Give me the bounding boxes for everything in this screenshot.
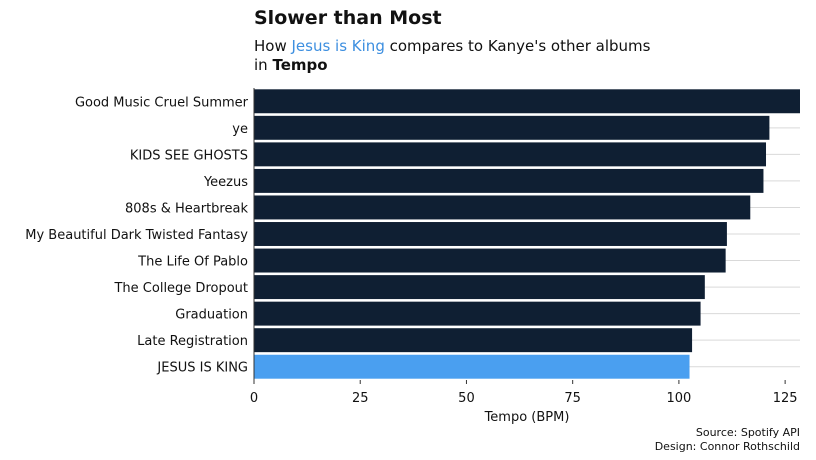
subtitle-highlight: Jesus is King bbox=[291, 37, 385, 55]
caption-source: Source: Spotify API bbox=[695, 426, 800, 439]
x-tick-label: 50 bbox=[458, 391, 475, 406]
subtitle-line2-bold: Tempo bbox=[272, 56, 328, 74]
category-label: KIDS SEE GHOSTS bbox=[130, 148, 248, 163]
category-label: JESUS IS KING bbox=[156, 361, 248, 376]
x-tick-label: 125 bbox=[773, 391, 798, 406]
x-axis-title: Tempo (BPM) bbox=[484, 410, 570, 425]
subtitle-middle: compares to Kanye's other albums bbox=[384, 37, 651, 55]
chart-title: Slower than Most bbox=[254, 7, 442, 29]
category-label: Yeezus bbox=[203, 175, 248, 190]
caption-design: Design: Connor Rothschild bbox=[654, 440, 800, 453]
bar bbox=[254, 248, 726, 273]
subtitle-line2-prefix: in bbox=[254, 56, 273, 74]
category-label: Late Registration bbox=[137, 334, 248, 349]
x-tick-label: 0 bbox=[250, 391, 258, 406]
bar bbox=[254, 301, 701, 326]
bar bbox=[254, 328, 693, 353]
category-label: Graduation bbox=[175, 308, 248, 323]
bar bbox=[254, 222, 727, 246]
category-label: The Life Of Pablo bbox=[137, 255, 248, 270]
bar bbox=[254, 115, 770, 140]
category-label: My Beautiful Dark Twisted Fantasy bbox=[25, 228, 248, 243]
category-label: ye bbox=[232, 122, 248, 137]
category-label: 808s & Heartbreak bbox=[125, 201, 248, 216]
x-tick-label: 25 bbox=[352, 391, 369, 406]
bar bbox=[254, 275, 705, 300]
subtitle-prefix: How bbox=[254, 37, 292, 55]
bar bbox=[254, 195, 751, 220]
category-label: The College Dropout bbox=[113, 281, 248, 296]
x-tick-label: 100 bbox=[666, 391, 691, 406]
chart-caption: Source: Spotify API Design: Connor Roths… bbox=[655, 426, 800, 454]
bar bbox=[254, 142, 767, 167]
category-label: Good Music Cruel Summer bbox=[75, 95, 249, 110]
bar bbox=[254, 354, 690, 379]
bar bbox=[254, 89, 800, 114]
chart-subtitle: How Jesus is King compares to Kanye's ot… bbox=[254, 37, 650, 75]
bar bbox=[254, 168, 764, 193]
x-tick-label: 75 bbox=[564, 391, 581, 406]
